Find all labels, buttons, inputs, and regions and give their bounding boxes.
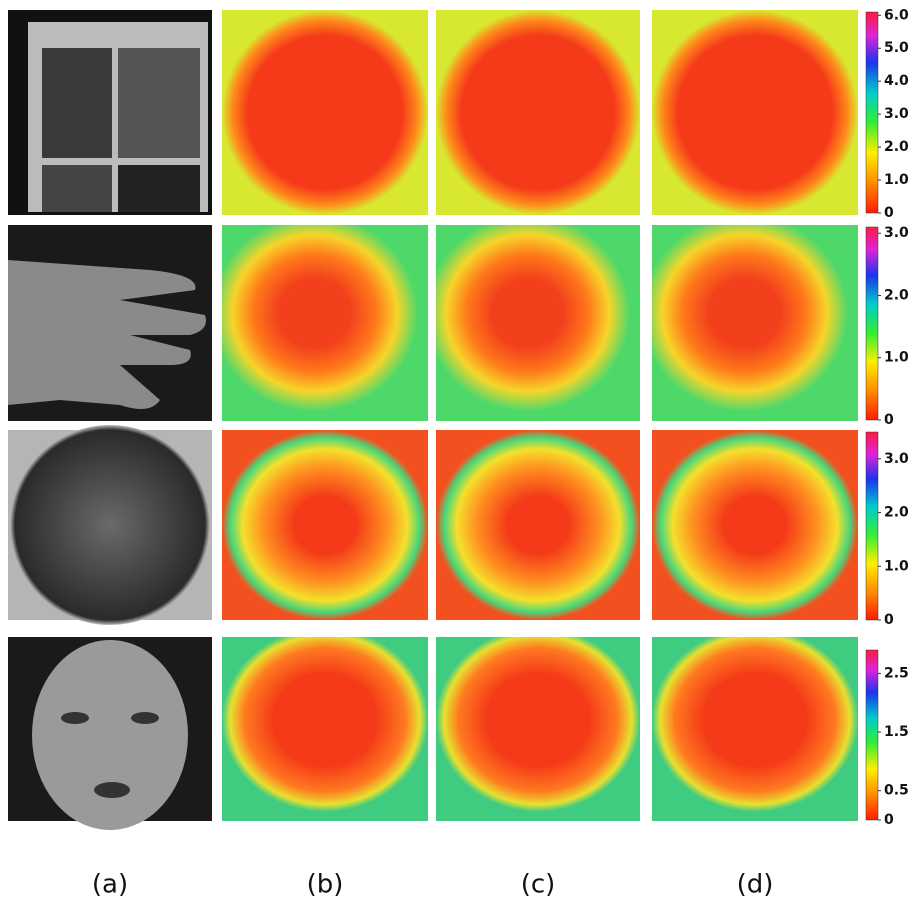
photo (8, 10, 212, 215)
column-label: (c) (521, 870, 556, 900)
tick-label: 0 (884, 812, 894, 828)
tick-label: 5.0 (884, 40, 909, 56)
error-map (436, 10, 640, 215)
tick-label: 0 (884, 205, 894, 221)
tick-label: 3.0 (884, 451, 909, 467)
error-map (222, 430, 428, 620)
tick-label: 0.5 (884, 783, 909, 799)
tick-label: 1.0 (884, 558, 909, 574)
photo (8, 637, 212, 830)
tick-label: 1.5 (884, 724, 909, 740)
tick-label: 0 (884, 412, 894, 428)
error-map (222, 637, 428, 821)
tick-label: 6.0 (884, 7, 909, 23)
error-map (436, 637, 640, 821)
error-map (652, 10, 858, 215)
column-label: (d) (737, 870, 774, 900)
error-map (436, 430, 640, 620)
tick-label: 0 (884, 612, 894, 628)
tick-label: 1.0 (884, 350, 909, 366)
tick-label: 2.5 (884, 665, 909, 681)
tick-label: 1.0 (884, 172, 909, 188)
photo (8, 425, 212, 625)
tick-label: 3.0 (884, 225, 909, 241)
colorbar (865, 431, 879, 621)
error-map (652, 637, 858, 821)
tick-label: 2.0 (884, 287, 909, 303)
column-label: (a) (92, 870, 128, 900)
tick-label: 4.0 (884, 73, 909, 89)
colorbar (865, 649, 879, 821)
tick-label: 2.0 (884, 139, 909, 155)
error-map (652, 225, 858, 421)
photo (8, 225, 212, 421)
error-map (436, 225, 640, 421)
error-map (222, 10, 428, 215)
tick-label: 3.0 (884, 106, 909, 122)
tick-label: 2.0 (884, 505, 909, 521)
colorbar (865, 11, 879, 214)
error-map (222, 225, 428, 421)
column-label: (b) (307, 870, 344, 900)
colorbar (865, 226, 879, 421)
error-map (652, 430, 858, 620)
